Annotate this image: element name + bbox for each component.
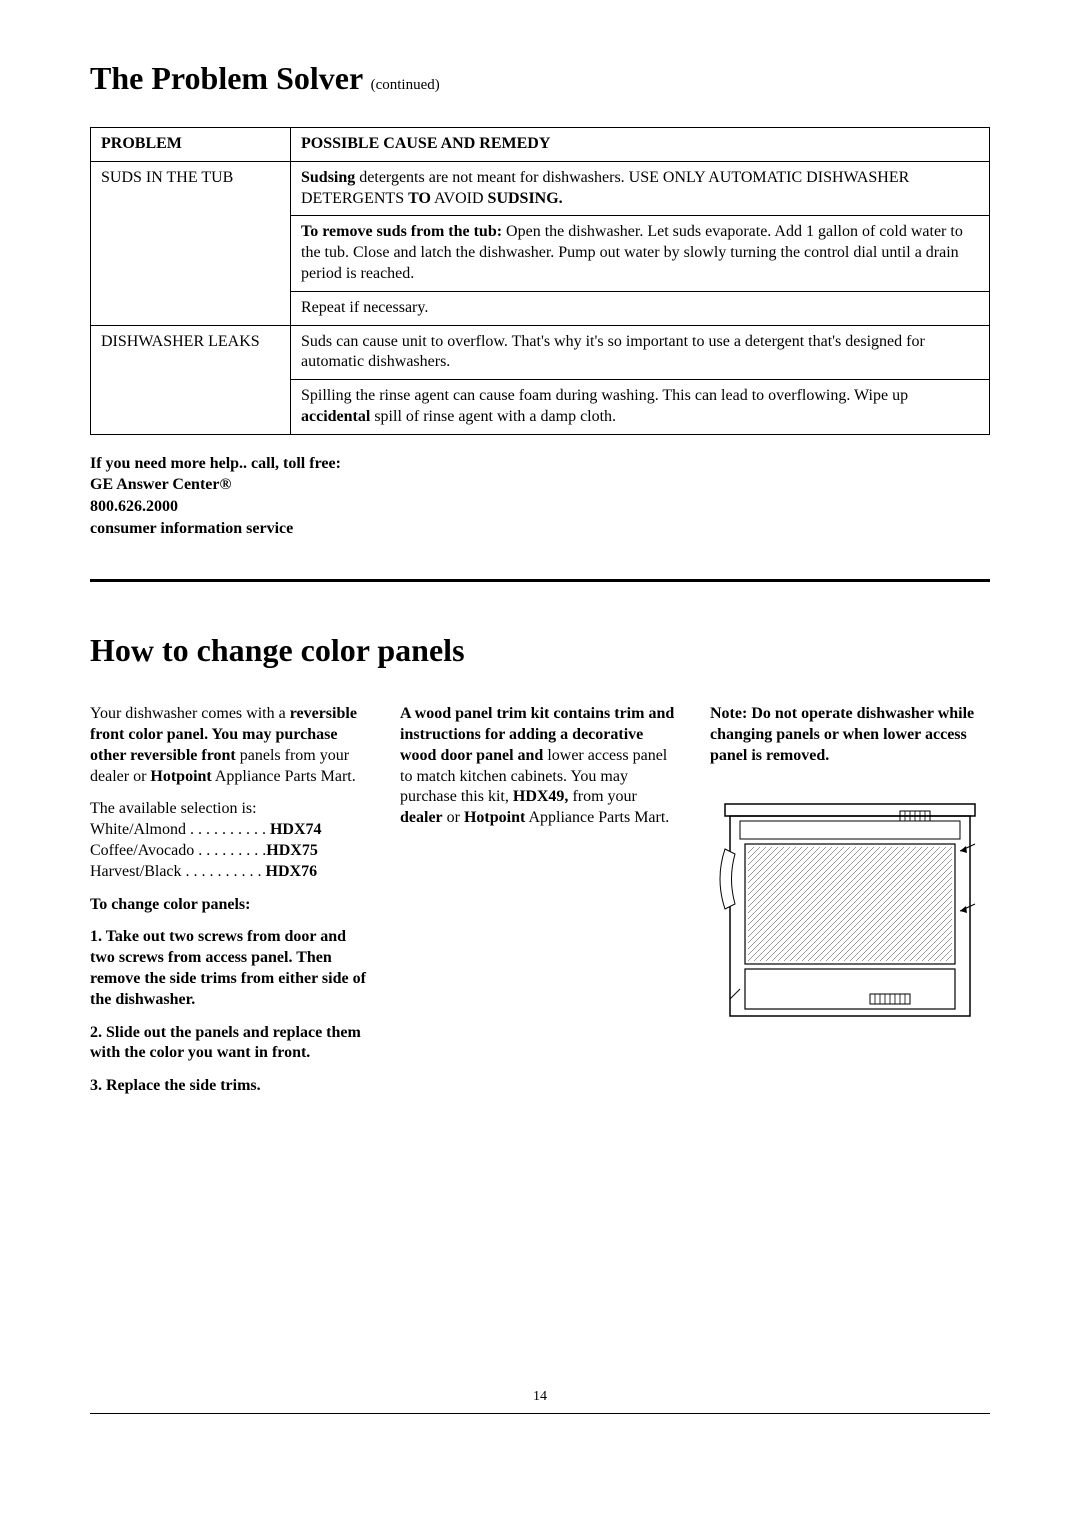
column-2: A wood panel trim kit contains trim and … <box>400 704 680 1109</box>
problem-cell: SUDS IN THE TUB <box>91 161 291 325</box>
help-text: If you need more help.. call, toll free:… <box>90 453 990 539</box>
remedy-cell: Suds can cause unit to overflow. That's … <box>291 325 990 380</box>
col1-step3: 3. Replace the side trims. <box>90 1076 370 1097</box>
help-line4: consumer information service <box>90 518 990 540</box>
table-row: DISHWASHER LEAKS Suds can cause unit to … <box>91 325 990 380</box>
help-line3: 800.626.2000 <box>90 496 990 518</box>
header-problem: PROBLEM <box>91 128 291 162</box>
bottom-rule <box>90 1413 990 1414</box>
table-body: SUDS IN THE TUB Sudsing detergents are n… <box>91 161 990 434</box>
header-remedy: POSSIBLE CAUSE AND REMEDY <box>291 128 990 162</box>
column-1: Your dishwasher comes with a reversible … <box>90 704 370 1109</box>
help-line2: GE Answer Center® <box>90 474 990 496</box>
problem-table: PROBLEM POSSIBLE CAUSE AND REMEDY SUDS I… <box>90 127 990 435</box>
section2-title: How to change color panels <box>90 632 990 669</box>
columns-container: Your dishwasher comes with a reversible … <box>90 704 990 1109</box>
remedy-cell: Spilling the rinse agent can cause foam … <box>291 380 990 435</box>
title-main: The Problem Solver <box>90 60 363 96</box>
table-row: SUDS IN THE TUB Sudsing detergents are n… <box>91 161 990 216</box>
col2-paragraph: A wood panel trim kit contains trim and … <box>400 704 680 829</box>
page-number: 14 <box>90 1389 990 1405</box>
help-line1: If you need more help.. call, toll free: <box>90 453 990 475</box>
dishwasher-diagram <box>710 789 990 1029</box>
title-continued: (continued) <box>371 77 440 93</box>
col1-paragraph1: Your dishwasher comes with a reversible … <box>90 704 370 787</box>
problem-cell: DISHWASHER LEAKS <box>91 325 291 434</box>
page-title: The Problem Solver (continued) <box>90 60 990 97</box>
col1-selection: The available selection is: White/Almond… <box>90 799 370 882</box>
col1-step1: 1. Take out two screws from door and two… <box>90 927 370 1010</box>
column-3: Note: Do not operate dishwasher while ch… <box>710 704 990 1109</box>
remedy-cell: Repeat if necessary. <box>291 291 990 325</box>
col1-step2: 2. Slide out the panels and replace them… <box>90 1023 370 1065</box>
section-divider <box>90 579 990 582</box>
remedy-cell: Sudsing detergents are not meant for dis… <box>291 161 990 216</box>
col1-change-label: To change color panels: <box>90 895 370 916</box>
col3-note: Note: Do not operate dishwasher while ch… <box>710 704 990 766</box>
remedy-cell: To remove suds from the tub: Open the di… <box>291 216 990 291</box>
